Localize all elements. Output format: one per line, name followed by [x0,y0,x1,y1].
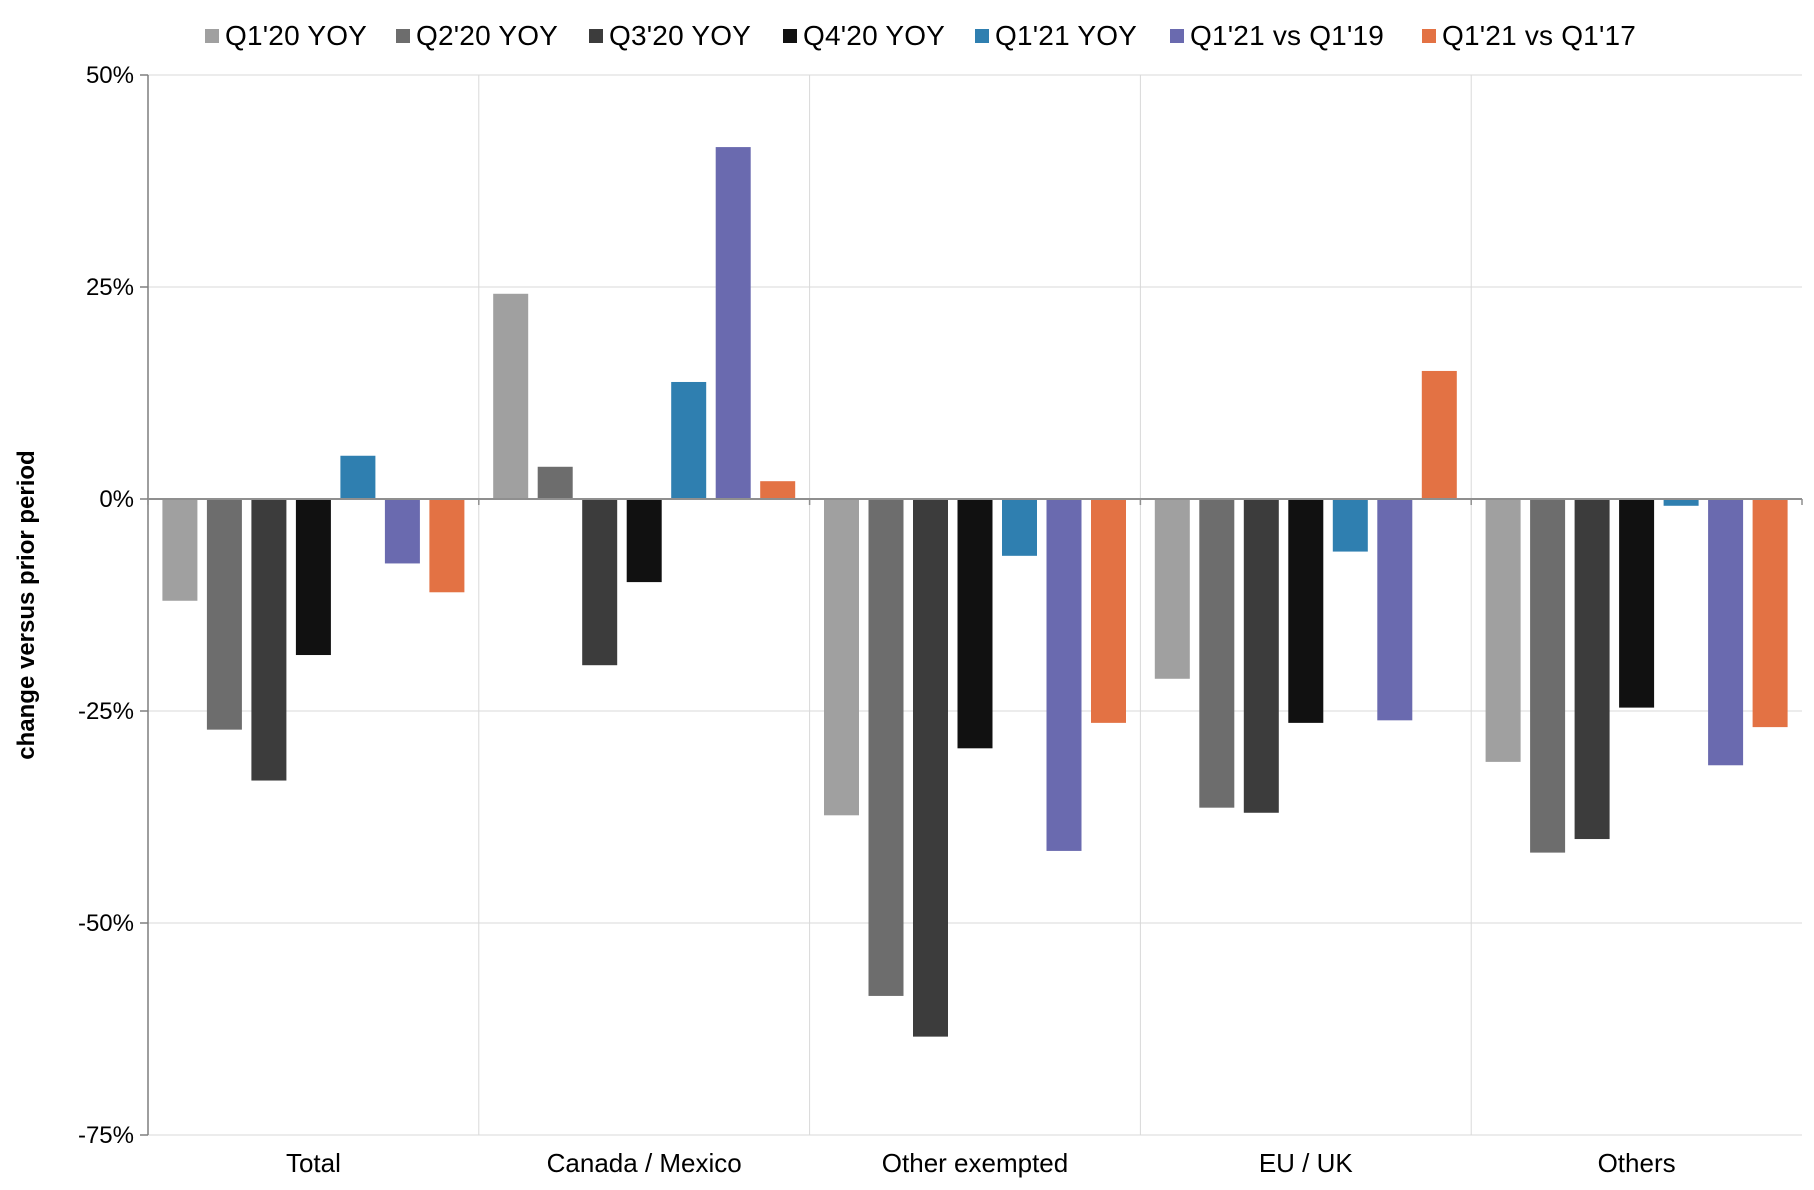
y-tick-label: -75% [78,1122,134,1149]
bars [162,147,1788,1037]
bar [206,499,242,730]
legend-swatch [1422,29,1436,43]
x-category-label: Other exempted [882,1148,1068,1178]
bar [1752,499,1788,728]
legend-label: Q4'20 YOY [803,20,946,51]
legend-swatch [589,29,603,43]
x-category-label: Others [1598,1148,1676,1178]
bar [1421,370,1457,499]
bar [1530,499,1566,853]
bar [1619,499,1655,708]
bar [1663,499,1699,506]
bar [1332,499,1368,552]
bar [1377,499,1413,721]
bar [162,499,198,601]
y-axis-label: change versus prior period [13,450,40,759]
legend-item: Q1'21 vs Q1'17 [1422,16,1636,56]
legend-item: Q1'20 YOY [205,16,367,56]
bar [868,499,904,996]
bar [1485,499,1521,762]
bar [1046,499,1082,851]
bar [1288,499,1324,723]
bar [1002,499,1037,556]
legend-label: Q2'20 YOY [416,20,559,51]
legend-item: Q4'20 YOY [783,16,945,56]
legend-label: Q1'21 YOY [995,20,1138,51]
x-category-label: EU / UK [1259,1148,1354,1178]
y-tick-label: 50% [86,62,134,89]
legend-swatch [783,29,797,43]
bar [429,499,465,593]
bar [626,499,662,583]
legend-swatch [975,29,989,43]
legend: Q1'20 YOY Q2'20 YOY Q3'20 YOY Q4'20 YOY Q1'2… [0,16,1814,56]
bar [715,147,751,499]
legend-item: Q1'21 vs Q1'19 [1170,16,1384,56]
bar [1091,499,1126,723]
bar [1199,499,1235,808]
bar [1574,499,1610,840]
bar [251,499,287,781]
legend-item: Q3'20 YOY [589,16,751,56]
legend-label: Q1'21 vs Q1'17 [1442,20,1637,51]
x-category-label: Total [286,1148,341,1178]
bar [1708,499,1744,766]
bar [537,466,573,499]
bar [295,499,331,656]
legend-item: Q2'20 YOY [396,16,558,56]
axes: 50% 25% 0% -25% -50% -75% Total Canada / Mexico… [78,62,1803,1178]
bar [913,499,948,1037]
legend-swatch [396,29,410,43]
legend-label: Q3'20 YOY [609,20,752,51]
bar [493,293,529,499]
bar [760,481,796,499]
y-tick-label: 0% [99,486,134,513]
bar [582,499,618,666]
legend-swatch [205,29,219,43]
bar [1154,499,1190,679]
bar [957,499,993,749]
legend-label: Q1'20 YOY [225,20,368,51]
y-tick-label: -25% [78,698,134,725]
legend-item: Q1'21 YOY [975,16,1137,56]
bar [384,499,420,564]
bar [824,499,859,816]
legend-swatch [1170,29,1184,43]
bar [671,381,707,499]
legend-label: Q1'21 vs Q1'19 [1190,20,1385,51]
bar [1243,499,1279,813]
y-tick-label: 25% [86,274,134,301]
bar [340,455,376,499]
x-category-label: Canada / Mexico [547,1148,742,1178]
y-tick-label: -50% [78,910,134,937]
